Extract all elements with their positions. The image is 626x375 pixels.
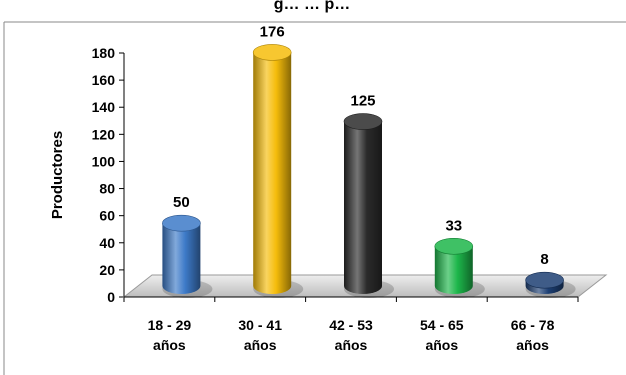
x-tick-label: 54 - 65: [420, 317, 464, 333]
bar-body: [344, 121, 382, 294]
x-tick-label: 66 - 78: [511, 317, 555, 333]
x-tick-label: años: [244, 337, 277, 353]
bar-top: [162, 214, 201, 232]
y-tick-label: 100: [92, 153, 116, 169]
y-tick-label: 180: [92, 45, 116, 61]
bar: [525, 271, 576, 298]
data-label: 50: [173, 194, 190, 211]
bar: [162, 214, 213, 298]
x-tick-label: 18 - 29: [148, 317, 192, 333]
y-tick-label: 20: [99, 262, 115, 278]
x-tick-label: 30 - 41: [238, 317, 282, 333]
bar-body: [434, 246, 473, 294]
y-tick-label: 60: [99, 208, 115, 224]
x-axis: 18 - 29 años 30 - 41 años 42 - 53 años 54 - 65…: [123, 297, 579, 353]
y-axis: 0 20 40 60 80 100 120 140 160 180: [92, 45, 125, 305]
bar-top: [252, 44, 292, 61]
y-tick-label: 140: [92, 99, 116, 115]
bar-top: [525, 271, 564, 289]
x-tick-label: años: [516, 337, 549, 353]
x-tick-label: años: [425, 337, 458, 353]
y-tick-label: 120: [92, 126, 116, 142]
bar-top: [434, 237, 474, 255]
data-labels: 50 176 125 33 8: [173, 23, 549, 268]
bar: [252, 44, 304, 298]
data-label: 125: [350, 93, 375, 110]
x-tick-label: 42 - 53: [329, 317, 373, 333]
y-tick-label: 80: [99, 181, 115, 197]
y-tick-label: 160: [92, 72, 116, 88]
bar-body: [162, 223, 201, 294]
y-tick-label: 0: [107, 289, 115, 305]
data-label: 176: [260, 23, 285, 40]
chart-title: g… … p…: [274, 0, 350, 13]
y-axis-label: Productores: [49, 131, 66, 219]
data-label: 33: [445, 217, 462, 234]
x-tick-label: años: [153, 337, 186, 353]
data-label: 8: [540, 251, 548, 268]
bar: [343, 113, 394, 298]
bar: [434, 237, 485, 298]
bar-body: [253, 52, 292, 294]
y-tick-label: 40: [99, 235, 115, 251]
bar-top: [343, 113, 383, 130]
x-tick-label: años: [335, 337, 368, 353]
bars: [162, 44, 576, 298]
